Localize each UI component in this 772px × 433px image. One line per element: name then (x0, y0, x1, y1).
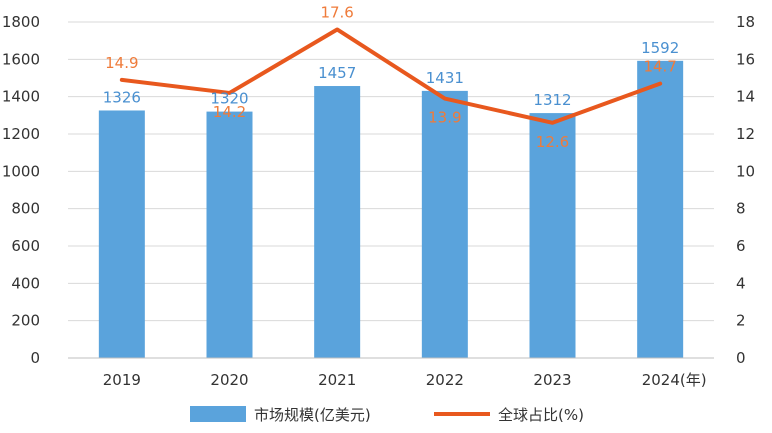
line-path (119, 27, 663, 125)
right-tick-label: 12 (736, 125, 755, 143)
bar (206, 111, 253, 358)
line-data-label: 14.9 (105, 54, 138, 72)
left-tick-label: 200 (11, 312, 40, 330)
legend-label-bar: 市场规模(亿美元) (254, 406, 371, 424)
right-tick-label: 18 (736, 13, 755, 31)
left-tick-label: 1600 (2, 50, 40, 68)
left-tick-label: 1200 (2, 125, 40, 143)
bar-data-label: 1457 (318, 64, 356, 82)
left-tick-label: 1000 (2, 162, 40, 180)
legend-label-line: 全球占比(%) (498, 406, 584, 424)
left-tick-label: 0 (30, 349, 40, 367)
left-tick-label: 800 (11, 200, 40, 218)
right-tick-label: 14 (736, 88, 755, 106)
right-tick-label: 16 (736, 50, 755, 68)
line-point (229, 92, 230, 94)
bar (314, 86, 361, 358)
gridlines (68, 21, 714, 322)
x-tick-label: 2024(年) (642, 371, 707, 389)
line-series (119, 27, 663, 125)
line-point (444, 98, 446, 100)
line-data-label: 14.2 (213, 103, 246, 121)
line-data-label: 17.6 (320, 3, 353, 21)
x-tick-label: 2022 (426, 371, 464, 389)
bar-data-labels: 1326 1320 1457 1431 1312 1592 (103, 39, 680, 109)
line-data-label: 14.7 (643, 58, 676, 76)
left-axis: 0 200 400 600 800 1000 1200 1400 1600 1800 (2, 13, 40, 367)
left-tick-label: 1800 (2, 13, 40, 31)
bar-data-label: 1320 (210, 90, 248, 108)
bar (421, 90, 468, 358)
bar (637, 60, 684, 359)
line-point (121, 79, 123, 81)
x-tick-label: 2023 (533, 371, 571, 389)
bar (98, 110, 145, 358)
legend: 市场规模(亿美元) 全球占比(%) (190, 406, 584, 424)
right-tick-label: 6 (736, 237, 746, 255)
left-tick-label: 400 (11, 274, 40, 292)
line-point (659, 83, 661, 85)
right-tick-label: 2 (736, 312, 746, 330)
right-tick-label: 10 (736, 162, 755, 180)
left-tick-label: 1400 (2, 88, 40, 106)
bar-data-label: 1592 (641, 39, 679, 57)
x-tick-label: 2019 (103, 371, 141, 389)
left-tick-label: 600 (11, 237, 40, 255)
line-data-label: 12.6 (536, 133, 569, 151)
line-point (552, 122, 553, 124)
right-axis: 0 2 4 6 8 10 12 14 16 18 (736, 13, 755, 367)
line-data-labels: 14.9 14.2 17.6 13.9 12.6 14.7 (105, 3, 677, 150)
x-axis: 2019 2020 2021 2022 2023 2024(年) (68, 357, 714, 389)
bar-series (98, 60, 684, 359)
bar-data-label: 1431 (426, 69, 464, 87)
right-tick-label: 4 (736, 274, 746, 292)
bar-data-label: 1326 (103, 88, 141, 106)
x-tick-label: 2020 (210, 371, 248, 389)
bar-data-label: 1312 (533, 91, 571, 109)
line-point (336, 28, 338, 30)
legend-swatch-bar (190, 406, 246, 422)
right-tick-label: 0 (736, 349, 746, 367)
x-tick-label: 2021 (318, 371, 356, 389)
bar (529, 113, 576, 359)
right-tick-label: 8 (736, 200, 746, 218)
line-data-label: 13.9 (428, 109, 461, 127)
